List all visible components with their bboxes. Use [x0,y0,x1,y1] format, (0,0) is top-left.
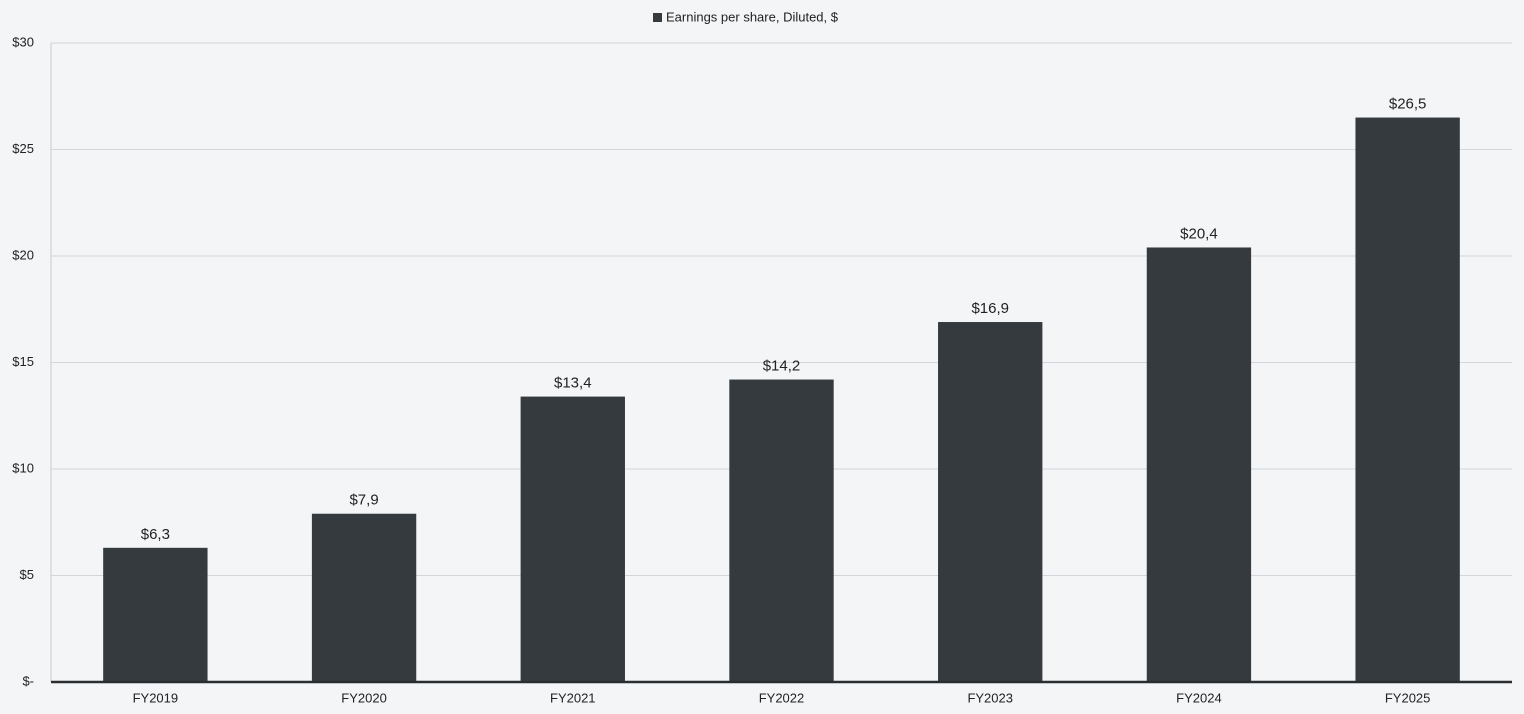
legend-label: Earnings per share, Diluted, $ [666,9,839,24]
value-label: $7,9 [349,492,378,509]
value-label: $6,3 [141,526,170,543]
y-tick-label: $25 [12,141,34,156]
bar [1146,247,1252,683]
x-tick-label: FY2025 [1385,690,1431,705]
x-tick-label: FY2022 [759,690,805,705]
value-label: $13,4 [554,375,592,392]
bar [1355,117,1460,683]
y-tick-label: $20 [12,247,34,262]
x-tick-label: FY2021 [550,690,596,705]
bar [311,513,417,682]
x-tick-label: FY2019 [133,690,179,705]
legend-swatch [653,13,662,22]
y-tick-label: $5 [20,567,34,582]
bar [103,547,208,682]
value-label: $20,4 [1180,225,1218,242]
bar [938,322,1043,682]
y-tick-label: $- [22,673,34,688]
y-tick-label: $30 [12,34,34,49]
x-tick-label: FY2024 [1176,690,1222,705]
x-tick-label: FY2023 [967,690,1013,705]
value-label: $26,5 [1389,96,1427,113]
bar [729,379,834,682]
bar [520,396,625,682]
y-tick-label: $15 [12,354,34,369]
value-label: $16,9 [971,300,1009,317]
y-tick-label: $10 [12,460,34,475]
value-label: $14,2 [763,358,801,375]
x-tick-label: FY2020 [341,690,387,705]
